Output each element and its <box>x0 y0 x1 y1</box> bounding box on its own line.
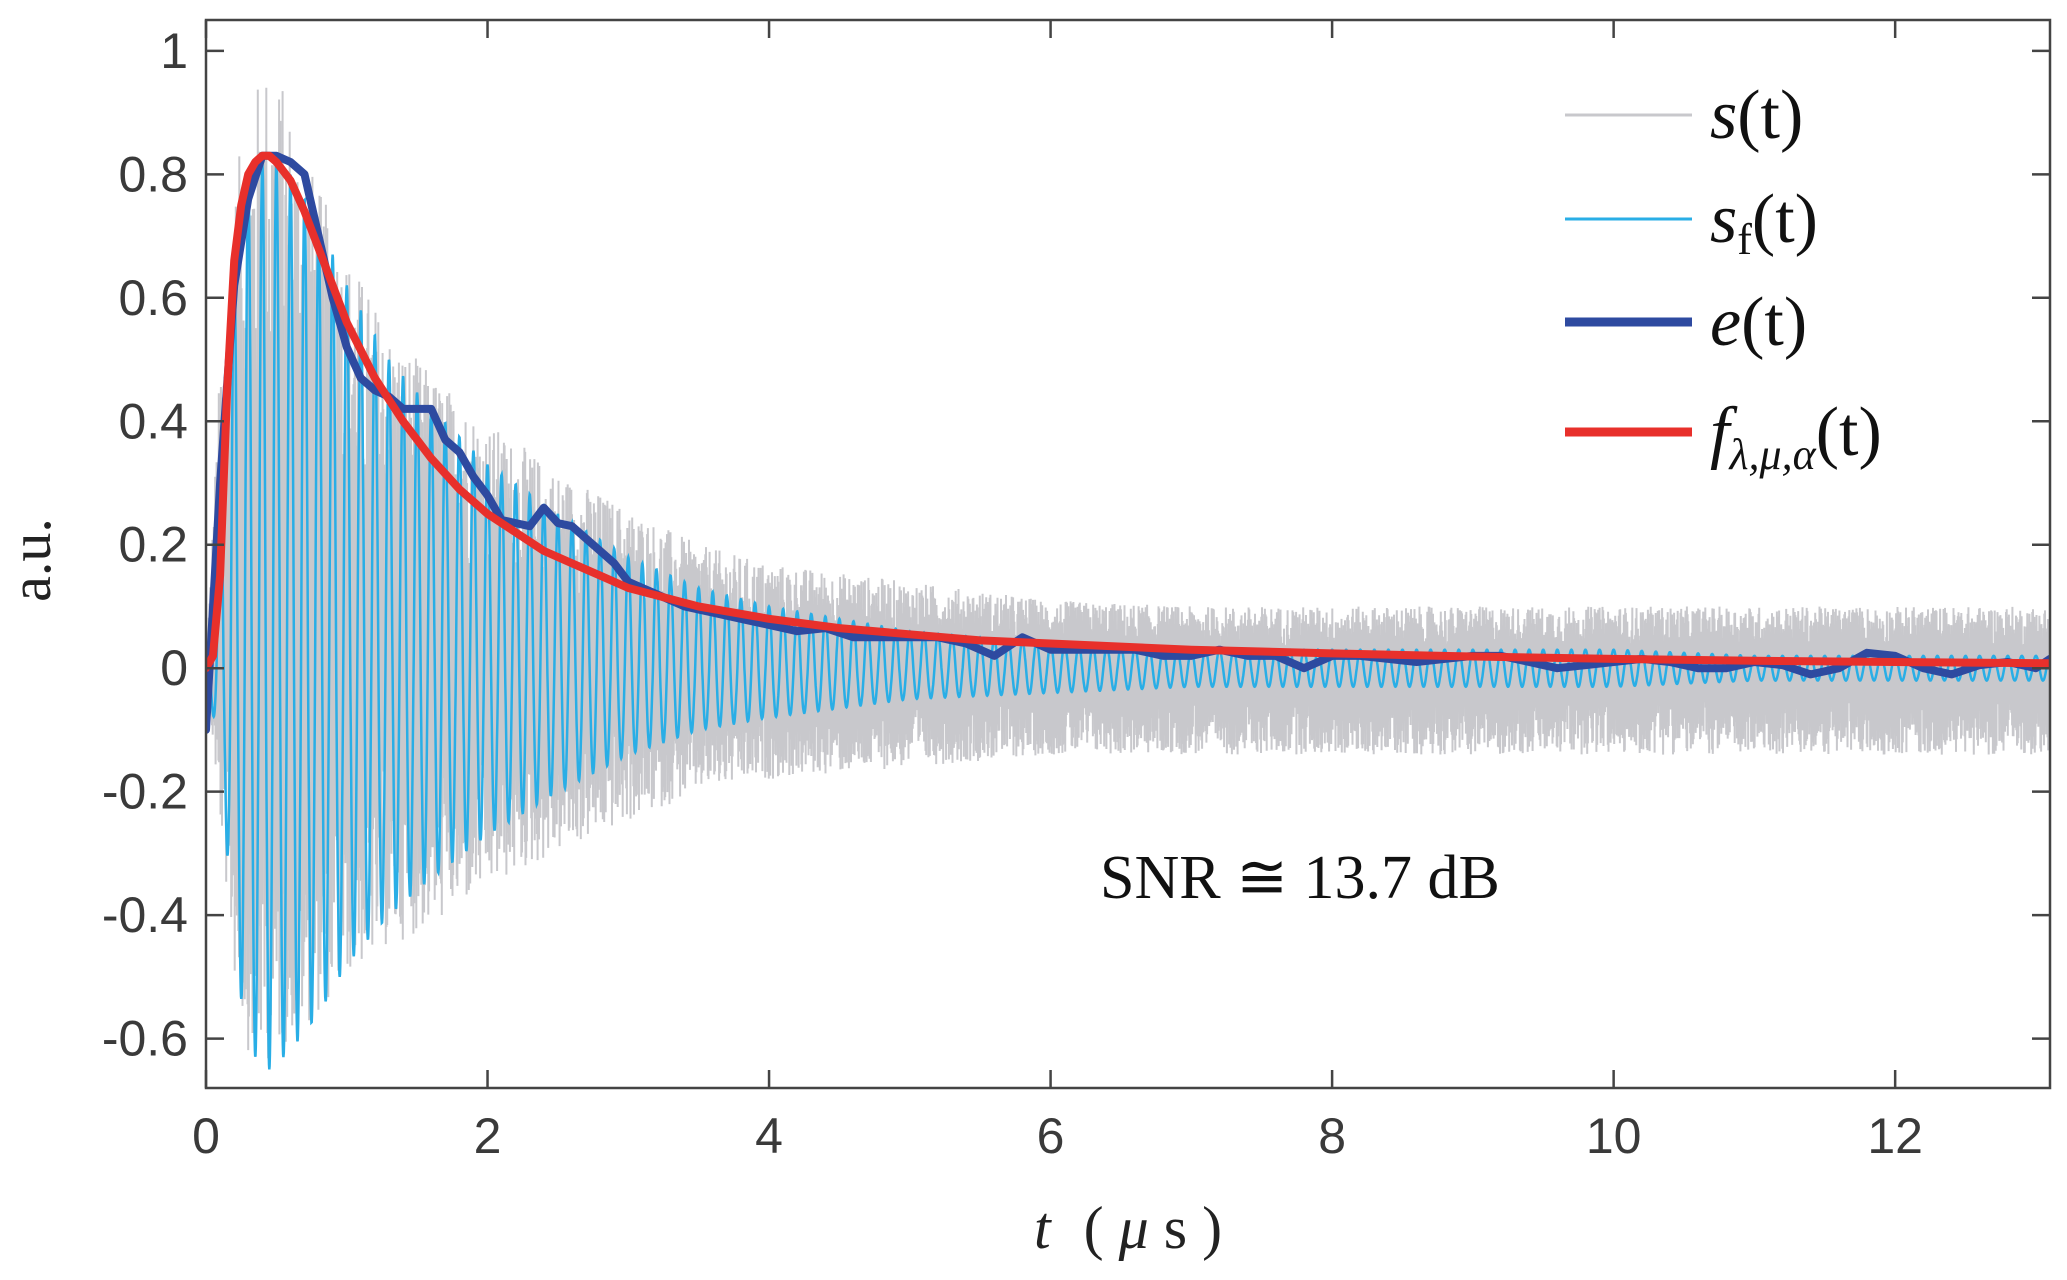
x-tick-label: 12 <box>1867 1108 1923 1164</box>
y-tick-label: 0 <box>160 640 188 696</box>
tick-layer: 0 2 4 6 8 10 12 -0.6 -0.4 -0.2 0 0.2 0.4 0.6 0.8 1 <box>102 20 2050 1164</box>
series-layer <box>206 87 2050 1070</box>
x-tick-label: 8 <box>1318 1108 1346 1164</box>
legend-label-s-args: (t) <box>1737 77 1803 154</box>
x-axis-label-close: ) <box>1202 1195 1222 1261</box>
y-tick-label: -0.6 <box>102 1011 188 1067</box>
y-tick-label: 1 <box>160 23 188 79</box>
legend-label-sf-main: s <box>1710 181 1737 258</box>
series-s-line <box>206 87 2050 1059</box>
x-axis-label-var: t <box>1034 1195 1052 1261</box>
legend-entry-e: e(t) <box>1565 284 1807 361</box>
x-axis-label-mu: μ <box>1118 1195 1149 1261</box>
x-tick-label: 2 <box>474 1108 502 1164</box>
x-tick-label: 10 <box>1586 1108 1642 1164</box>
y-tick-label: -0.2 <box>102 764 188 820</box>
legend: s(t) sf(t) e(t) fλ,μ,α(t) <box>1565 77 1882 479</box>
legend-label-e-args: (t) <box>1741 284 1807 361</box>
y-tick-label: 0.4 <box>118 393 188 449</box>
legend-label-s: s(t) <box>1710 77 1803 154</box>
x-axis-label: t ( μ s ) <box>1034 1195 1222 1261</box>
x-tick-label: 6 <box>1037 1108 1065 1164</box>
y-axis-label: a.u. <box>0 518 63 602</box>
legend-label-f: fλ,μ,α(t) <box>1710 394 1882 479</box>
y-tick-label: 0.6 <box>118 270 188 326</box>
x-axis-label-unit: s <box>1164 1195 1187 1261</box>
snr-annotation: SNR ≅ 13.7 dB <box>1100 844 1500 912</box>
legend-entry-s: s(t) <box>1565 77 1803 154</box>
x-tick-label: 0 <box>192 1108 220 1164</box>
legend-label-sf-args: (t) <box>1752 181 1818 258</box>
legend-label-e: e(t) <box>1710 284 1807 361</box>
y-tick-label: 0.8 <box>118 146 188 202</box>
legend-label-f-args: (t) <box>1816 394 1882 471</box>
legend-entry-sf: sf(t) <box>1565 181 1818 264</box>
x-tick-label: 4 <box>755 1108 783 1164</box>
series-f-line <box>206 151 2050 673</box>
legend-entry-f: fλ,μ,α(t) <box>1565 394 1882 479</box>
legend-label-sf-sub: f <box>1737 215 1752 264</box>
legend-label-e-main: e <box>1710 284 1741 361</box>
x-axis-label-open: ( <box>1084 1195 1104 1261</box>
legend-label-s-main: s <box>1710 77 1737 154</box>
legend-label-sf: sf(t) <box>1710 181 1818 264</box>
legend-label-f-sub: λ,μ,α <box>1727 430 1816 479</box>
y-tick-label: -0.4 <box>102 887 188 943</box>
axes-frame <box>204 18 2052 1090</box>
y-tick-label: 0.2 <box>118 517 188 573</box>
